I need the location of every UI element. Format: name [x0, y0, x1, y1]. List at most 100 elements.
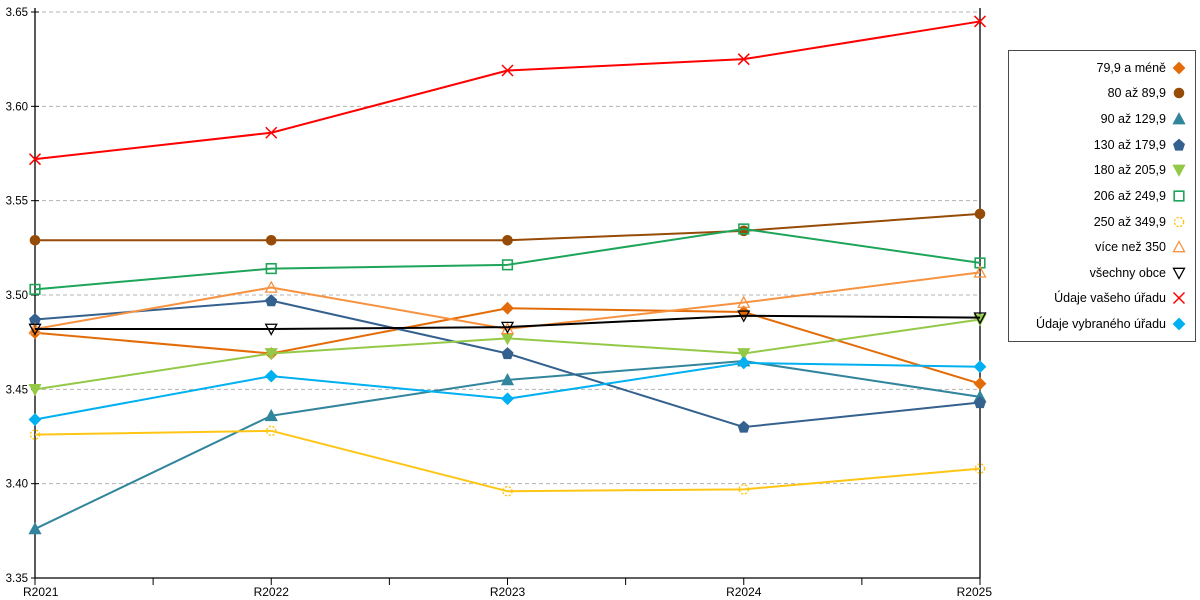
legend-label: 206 až 249,9 — [1093, 188, 1166, 203]
marker-x — [737, 53, 750, 66]
marker-triangle-up — [973, 265, 987, 278]
x-tick-label: R2021 — [23, 585, 59, 599]
legend-item-8: více než 350 — [1013, 235, 1187, 259]
marker-triangle-down — [28, 323, 42, 336]
pentagon-legend-icon — [1173, 138, 1185, 151]
legend-item-5: 180 až 205,9 — [1013, 158, 1187, 182]
legend-item-2: 80 až 89,9 — [1013, 81, 1187, 105]
legend-item-6: 206 až 249,9 — [1013, 184, 1187, 208]
triangle-up-legend-icon — [1172, 112, 1186, 125]
marker-circle — [974, 208, 986, 220]
legend-label: Údaje vašeho úřadu — [1054, 291, 1166, 306]
triangle-up-legend-icon — [1172, 240, 1186, 253]
x-legend-icon — [1172, 292, 1186, 305]
marker-square — [265, 262, 277, 275]
marker-circle — [738, 484, 750, 495]
y-tick-label: 3.55 — [6, 196, 28, 208]
marker-diamond — [973, 360, 987, 374]
marker-circle — [265, 234, 277, 246]
marker-pentagon — [501, 347, 514, 360]
marker-triangle-down — [264, 323, 278, 336]
series-line-3 — [34, 360, 981, 530]
series-line-6 — [34, 227, 981, 291]
marker-pentagon — [974, 396, 986, 409]
marker-pentagon — [737, 420, 750, 433]
triangle-down-legend-icon — [1172, 164, 1186, 178]
legend-label: 79,9 a méně — [1096, 60, 1167, 75]
marker-x — [973, 15, 987, 28]
legend-label: více než 350 — [1095, 240, 1166, 255]
marker-diamond — [973, 377, 987, 391]
legend-item-7: 250 až 349,9 — [1013, 210, 1187, 234]
legend-label: 250 až 349,9 — [1093, 214, 1166, 229]
series-line-1 — [34, 307, 981, 385]
series-line-9 — [35, 314, 981, 330]
legend-label: 80 až 89,9 — [1107, 86, 1166, 101]
legend-item-4: 130 až 179,9 — [1013, 133, 1187, 157]
chart-legend: 79,9 a méně 80 až 89,9 90 až 129,9 130 až 1… — [1008, 50, 1196, 342]
marker-diamond — [28, 413, 42, 426]
series-line-8 — [34, 271, 981, 330]
marker-circle — [29, 429, 41, 440]
y-tick-label: 3.50 — [6, 290, 28, 302]
marker-triangle-down — [28, 384, 42, 397]
circle-legend-icon — [1173, 88, 1185, 99]
marker-pentagon — [265, 294, 278, 307]
marker-triangle-down — [500, 321, 515, 334]
x-tick-label: R2025 — [957, 585, 993, 599]
marker-diamond — [501, 301, 514, 315]
marker-diamond — [737, 356, 751, 370]
diamond-legend-icon — [1172, 317, 1186, 331]
marker-triangle-up — [264, 408, 278, 422]
marker-circle — [502, 234, 513, 246]
x-tick-label: R2024 — [726, 585, 762, 599]
y-tick-label: 3.65 — [6, 7, 28, 19]
marker-square — [501, 259, 514, 271]
marker-circle — [29, 234, 41, 246]
marker-diamond — [501, 392, 514, 406]
marker-triangle-up — [28, 522, 42, 535]
marker-triangle-down — [973, 312, 987, 325]
diamond-legend-icon — [1172, 61, 1186, 75]
marker-circle — [974, 463, 986, 474]
marker-x — [28, 153, 42, 166]
marker-diamond — [264, 369, 278, 383]
marker-x — [501, 64, 514, 77]
y-tick-label: 3.60 — [6, 101, 28, 113]
legend-item-3: 90 až 129,9 — [1013, 107, 1187, 131]
series-line-10 — [34, 20, 981, 161]
triangle-down-legend-icon — [1172, 267, 1186, 280]
legend-item-10: Údaje vašeho úřadu — [1013, 286, 1187, 310]
marker-triangle-up — [737, 295, 751, 308]
series-line-7 — [34, 429, 981, 493]
y-tick-label: 3.40 — [6, 479, 28, 491]
series-line-11 — [34, 361, 981, 421]
marker-triangle-up — [500, 373, 515, 386]
square-legend-icon — [1173, 190, 1185, 202]
y-tick-label: 3.45 — [6, 384, 28, 396]
marker-triangle-up — [264, 280, 278, 293]
marker-triangle-down — [737, 348, 751, 361]
legend-item-9: všechny obce — [1013, 261, 1187, 285]
circle-legend-icon — [1173, 216, 1185, 227]
legend-label: Údaje vybraného úřadu — [1036, 317, 1166, 332]
legend-label: 90 až 129,9 — [1100, 112, 1166, 127]
marker-x — [265, 126, 278, 139]
legend-label: 180 až 205,9 — [1093, 163, 1166, 178]
legend-item-11: Údaje vybraného úřadu — [1013, 312, 1187, 336]
x-tick-label: R2023 — [490, 585, 526, 599]
legend-label: 130 až 179,9 — [1093, 137, 1166, 152]
marker-circle — [502, 485, 513, 497]
marker-diamond — [737, 305, 751, 319]
legend-label: všechny obce — [1089, 265, 1166, 280]
marker-triangle-down — [264, 348, 278, 361]
marker-square — [29, 283, 41, 295]
marker-square — [738, 223, 750, 235]
marker-triangle-down — [737, 310, 751, 323]
y-tick-label: 3.35 — [6, 573, 28, 585]
legend-item-1: 79,9 a méně — [1013, 56, 1187, 80]
x-tick-label: R2022 — [254, 585, 290, 599]
marker-circle — [265, 425, 277, 437]
